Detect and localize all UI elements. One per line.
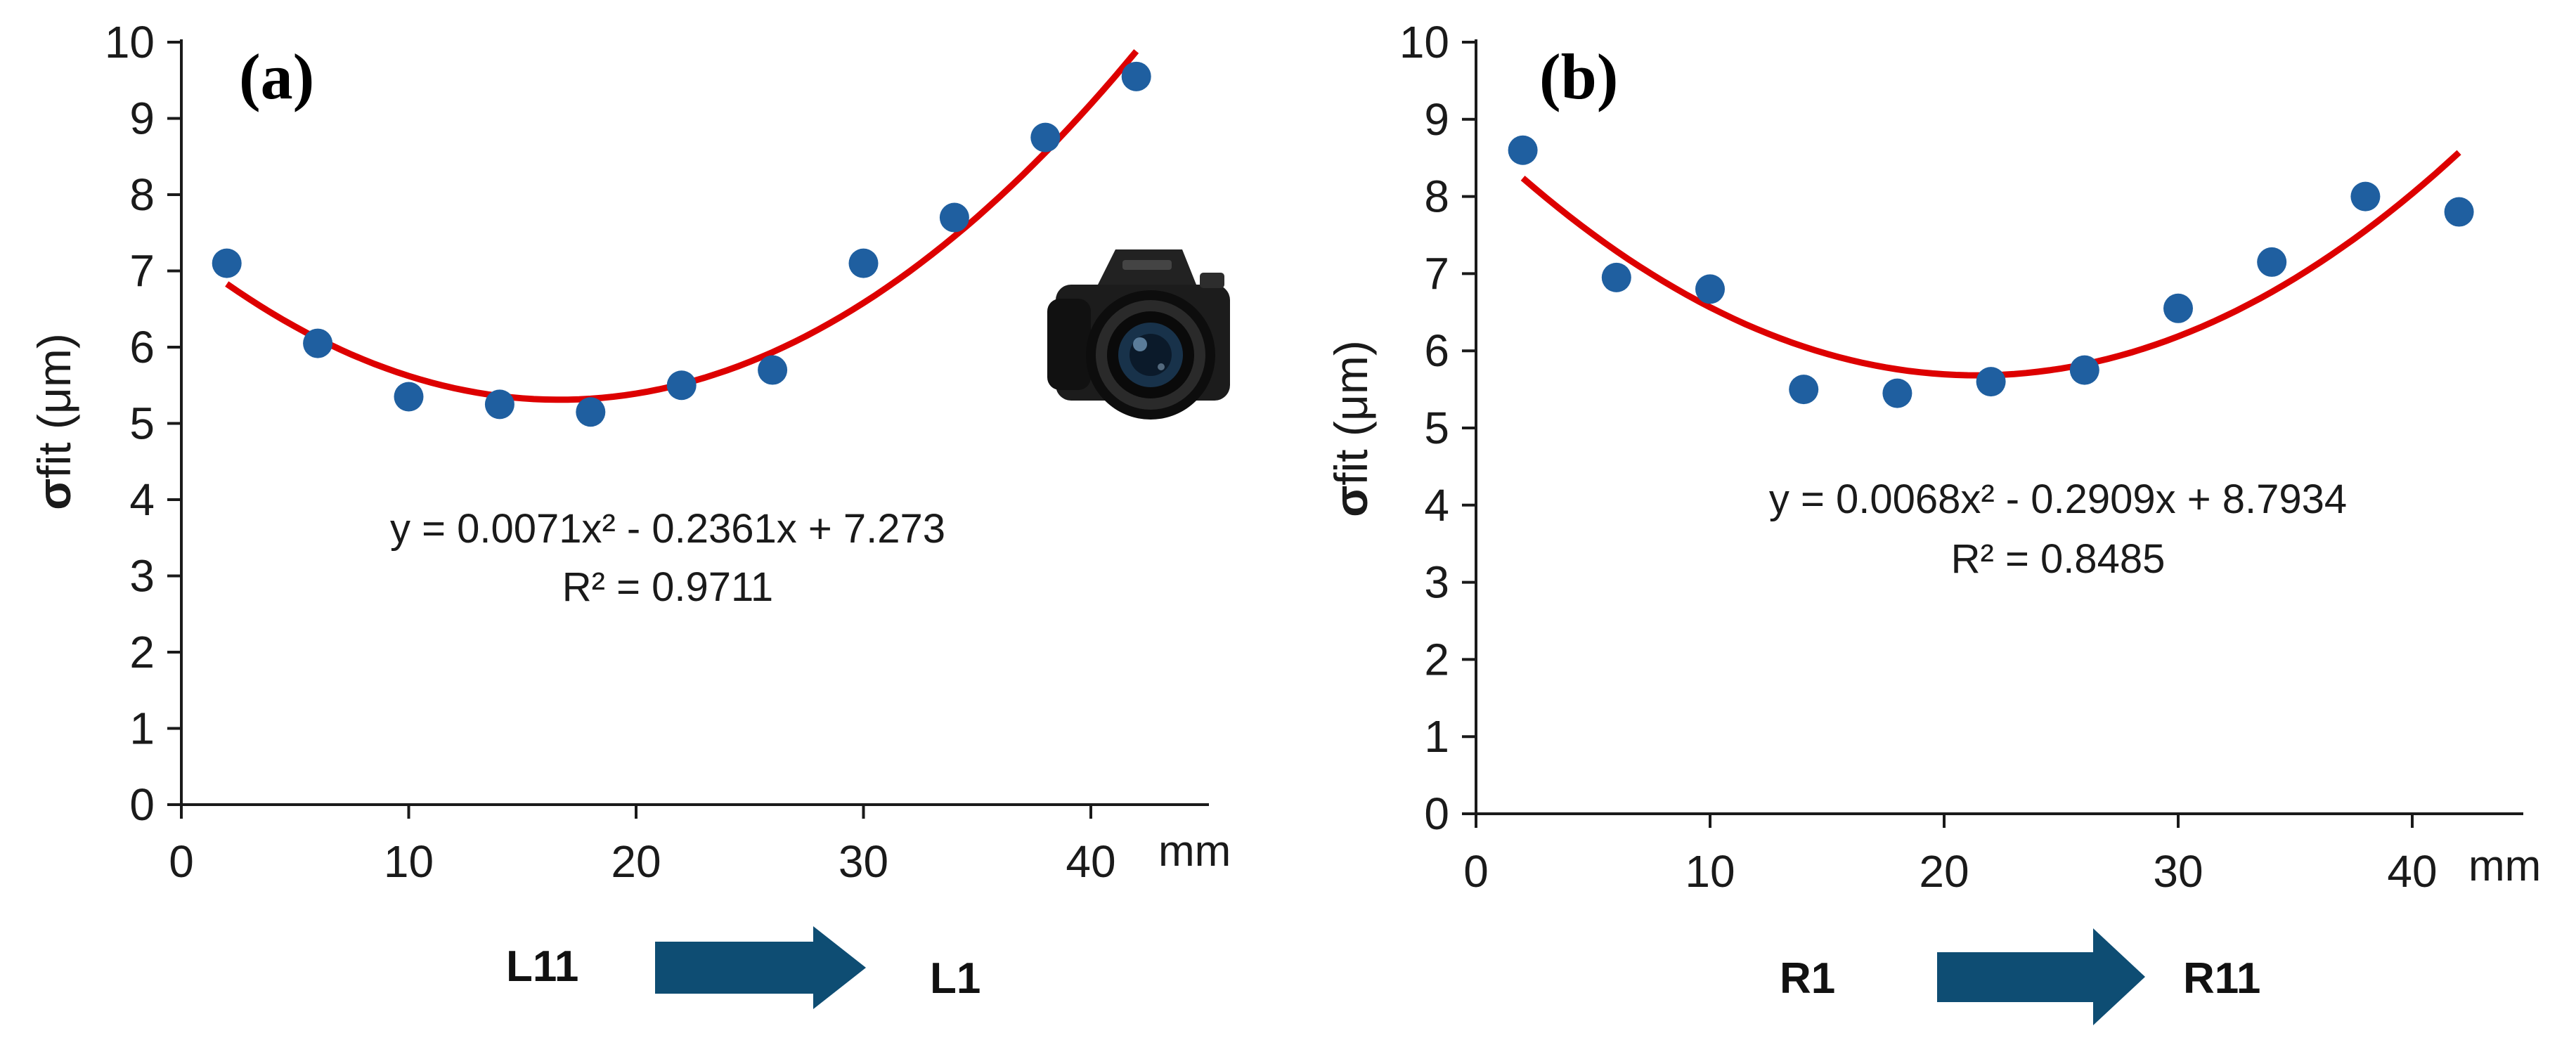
fit-equation-b: y = 0.0068x² - 0.2909x + 8.7934 xyxy=(1769,476,2347,522)
y-axis-label-symbol: σ xyxy=(28,479,80,510)
data-point xyxy=(2069,355,2099,385)
chart-panel-b: (b) y = 0.0068x² - 0.2909x + 8.7934 R² =… xyxy=(1325,17,2541,1025)
axes: 0 1 2 3 4 5 6 7 8 9 10 0 10 20 30 40 xyxy=(105,17,1209,887)
y-tick-label: 10 xyxy=(1399,17,1449,67)
fit-equation-a: y = 0.0071x² - 0.2361x + 7.273 xyxy=(390,506,945,552)
y-tick-label: 5 xyxy=(1424,403,1449,453)
y-tick-label: 4 xyxy=(129,474,155,525)
x-tick-label: 40 xyxy=(1066,836,1115,887)
x-tick-label: 0 xyxy=(169,836,194,887)
y-tick-label: 0 xyxy=(129,779,155,830)
y-tick-label: 7 xyxy=(129,246,155,297)
y-tick-label: 4 xyxy=(1424,480,1449,531)
fit-curve xyxy=(225,49,1139,403)
y-tick-label: 0 xyxy=(1424,788,1449,839)
x-tick-label: 10 xyxy=(1685,846,1735,897)
direction-from-a: L11 xyxy=(506,942,578,991)
fit-r2-b: R² = 0.8485 xyxy=(1951,536,2166,582)
y-tick-label: 6 xyxy=(129,322,155,372)
data-point xyxy=(2257,247,2287,277)
y-tick-label: 7 xyxy=(1424,248,1449,299)
data-point xyxy=(1508,135,1538,165)
y-tick-label: 9 xyxy=(1424,94,1449,145)
panel-label-a: (a) xyxy=(239,41,314,112)
direction-from-b: R1 xyxy=(1780,954,1835,1003)
y-axis-label: σfit (μm) xyxy=(1325,340,1377,517)
y-tick-label: 3 xyxy=(1424,557,1449,608)
axes: 0 1 2 3 4 5 6 7 8 9 10 0 10 20 30 40 xyxy=(1399,17,2523,897)
y-axis-label: σfit (μm) xyxy=(28,333,80,510)
y-tick-label: 2 xyxy=(1424,634,1449,684)
data-point xyxy=(576,397,606,427)
direction-arrow-b xyxy=(1937,928,2145,1025)
data-point xyxy=(484,389,514,420)
direction-to-a: L1 xyxy=(930,954,980,1003)
y-axis-label-symbol: σ xyxy=(1325,486,1377,517)
data-point xyxy=(758,355,788,385)
data-point xyxy=(303,328,333,358)
x-tick-label: 30 xyxy=(839,836,888,887)
y-tick-label: 3 xyxy=(129,551,155,602)
y-tick-label: 8 xyxy=(129,169,155,220)
y-tick-label: 1 xyxy=(1424,711,1449,762)
x-unit-a: mm xyxy=(1158,827,1231,876)
x-unit-b: mm xyxy=(2468,842,2541,890)
y-tick-label: 2 xyxy=(129,627,155,677)
y-tick-label: 5 xyxy=(129,398,155,449)
direction-arrow-a xyxy=(655,926,866,1009)
data-point xyxy=(2444,197,2474,227)
y-tick-label: 8 xyxy=(1424,171,1449,222)
y-tick-label: 10 xyxy=(105,17,155,67)
data-point xyxy=(1121,61,1151,91)
y-tick-label: 1 xyxy=(129,703,155,754)
x-tick-label: 10 xyxy=(384,836,434,887)
data-point xyxy=(848,248,879,278)
x-tick-label: 30 xyxy=(2153,846,2203,897)
data-point xyxy=(1030,122,1061,152)
data-point xyxy=(1789,375,1819,405)
data-point xyxy=(2163,293,2193,323)
data-point xyxy=(1882,378,1912,408)
data-point xyxy=(394,382,424,412)
x-tick-label: 40 xyxy=(2387,846,2437,897)
fit-curve xyxy=(1520,150,2461,379)
direction-to-b: R11 xyxy=(2183,954,2260,1003)
x-tick-label: 20 xyxy=(611,836,661,887)
panel-label-b: (b) xyxy=(1539,41,1618,112)
y-tick-label: 6 xyxy=(1424,325,1449,376)
y-axis-label-text: fit (μm) xyxy=(28,333,80,479)
chart-panel-a: (a) y = 0.0071x² - 0.2361x + 7.273 R² = … xyxy=(28,17,1231,1009)
y-tick-label: 9 xyxy=(129,93,155,144)
data-point xyxy=(1695,274,1725,304)
dslr-camera-icon xyxy=(1047,249,1230,420)
data-point xyxy=(2350,181,2381,212)
data-point xyxy=(212,248,242,278)
data-point xyxy=(1976,367,2006,397)
y-axis-label-text: fit (μm) xyxy=(1325,340,1377,486)
x-tick-label: 0 xyxy=(1463,846,1489,897)
fit-r2-a: R² = 0.9711 xyxy=(562,564,773,610)
data-point xyxy=(939,202,969,233)
data-point xyxy=(666,370,697,401)
x-tick-label: 20 xyxy=(1919,846,1969,897)
data-point xyxy=(1601,262,1631,292)
